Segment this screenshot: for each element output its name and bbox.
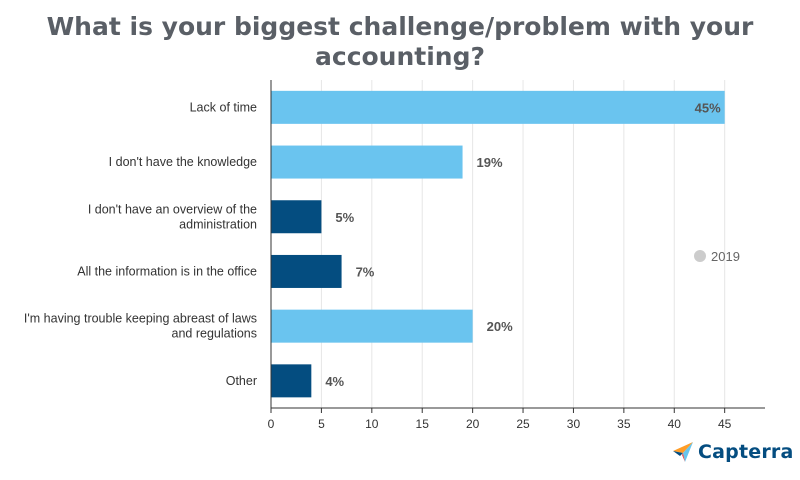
x-tick-label: 40 xyxy=(668,417,682,431)
x-tick-label: 10 xyxy=(365,417,379,431)
category-label: I'm having trouble keeping abreast of la… xyxy=(24,312,257,341)
x-tick-label: 20 xyxy=(466,417,480,431)
legend-label[interactable]: 2019 xyxy=(711,249,740,264)
category-label-line: I don't have the knowledge xyxy=(109,155,257,169)
x-tick-label: 0 xyxy=(268,417,275,431)
bar[interactable] xyxy=(271,90,725,124)
category-label-line: and regulations xyxy=(172,327,257,341)
bar[interactable] xyxy=(271,364,312,398)
category-labels: Lack of time I don't have the knowledge I … xyxy=(24,100,257,388)
bar[interactable] xyxy=(271,254,342,288)
value-label: 5% xyxy=(335,210,354,225)
value-label: 4% xyxy=(325,374,344,389)
category-label-line: All the information is in the office xyxy=(77,264,257,278)
value-label: 45% xyxy=(695,100,721,115)
x-tick-label: 25 xyxy=(516,417,530,431)
bar[interactable] xyxy=(271,309,473,343)
legend-marker xyxy=(694,250,706,262)
capterra-arrow-icon xyxy=(673,442,693,462)
bar[interactable] xyxy=(271,200,322,234)
x-tick-label: 5 xyxy=(318,417,325,431)
value-label: 20% xyxy=(487,319,513,334)
x-tick-label: 15 xyxy=(416,417,430,431)
category-label-line: Other xyxy=(226,374,257,388)
category-label-line: Lack of time xyxy=(190,100,257,114)
capterra-wordmark: Capterra xyxy=(698,441,794,463)
category-label-line: I'm having trouble keeping abreast of la… xyxy=(24,312,257,326)
grid-lines xyxy=(320,80,726,408)
category-label: I don't have the knowledge xyxy=(109,155,257,169)
bar[interactable] xyxy=(271,145,463,179)
legend[interactable]: 2019 xyxy=(694,249,740,264)
value-label: 19% xyxy=(477,155,503,170)
capterra-logo: Capterra xyxy=(672,438,794,466)
category-label-line: administration xyxy=(179,217,257,231)
category-label: All the information is in the office xyxy=(77,264,257,278)
value-label: 7% xyxy=(356,264,375,279)
axes xyxy=(270,80,765,413)
category-label: Other xyxy=(226,374,257,388)
category-label: Lack of time xyxy=(190,100,257,114)
bars xyxy=(271,90,725,398)
chart-title: What is your biggest challenge/problem w… xyxy=(46,12,754,71)
value-labels: 45% 19% 5% 7% 20% 4% xyxy=(325,100,721,389)
category-label: I don't have an overview of the administr… xyxy=(88,202,257,231)
category-label-line: I don't have an overview of the xyxy=(88,202,257,216)
x-tick-label: 30 xyxy=(567,417,581,431)
x-tick-labels: 0 5 10 15 20 25 30 35 40 45 xyxy=(268,417,732,431)
x-tick-label: 35 xyxy=(617,417,631,431)
x-tick-label: 45 xyxy=(718,417,732,431)
